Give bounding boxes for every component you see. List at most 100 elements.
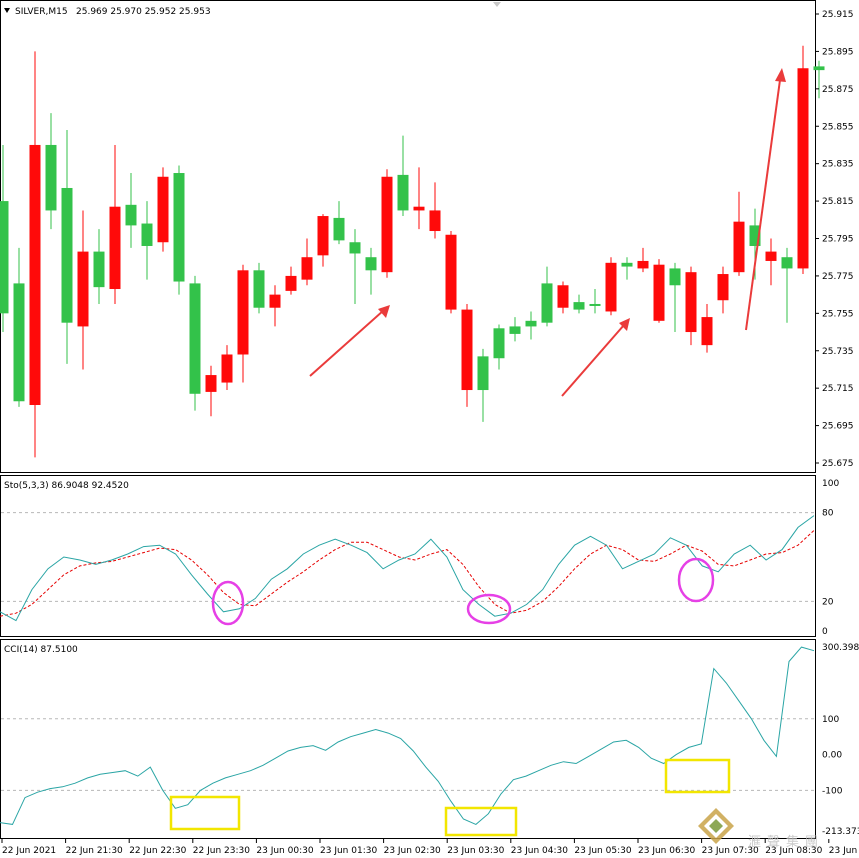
candle-body (237, 270, 249, 355)
cci-tick-label: -100 (822, 786, 843, 796)
price-tick-label: 25.895 (822, 47, 854, 57)
candle-body (397, 174, 409, 211)
bear-candle (717, 266, 729, 314)
candle-body (285, 275, 297, 291)
candle-body (445, 234, 457, 310)
candle-body (13, 283, 25, 402)
bull-candle (125, 173, 137, 248)
candle-body (221, 354, 233, 383)
time-tick-label: 23 Jun 03:30 (447, 846, 504, 856)
candle-body (349, 242, 361, 254)
bear-candle (685, 266, 697, 346)
price-tick-label: 25.915 (822, 10, 854, 20)
sto-panel-frame (0, 475, 816, 637)
candle-body (365, 257, 377, 271)
highlight-box (664, 758, 731, 794)
candle-body (653, 264, 665, 321)
time-tick-label: 22 Jun 2021 (2, 846, 56, 856)
cci-series (0, 646, 815, 825)
cci-tick-label: -213.373 (822, 827, 859, 837)
candle-body (717, 274, 729, 301)
candle-body (733, 221, 745, 273)
bear-candle (413, 167, 425, 230)
bull-candle (189, 275, 201, 411)
bear-candle (797, 45, 809, 275)
price-tick-label: 25.715 (822, 384, 854, 394)
bear-candle (653, 259, 665, 323)
cci-levels (1, 718, 815, 791)
candle-body (157, 176, 169, 243)
header-dropdown-icon[interactable] (4, 8, 10, 13)
candle-body (61, 187, 73, 323)
candle-body (29, 144, 41, 406)
sto-tick-label: 0 (822, 627, 828, 637)
candle-body (589, 303, 601, 306)
bull-candle (365, 247, 377, 295)
candle-body (509, 326, 521, 334)
sto-series (0, 515, 815, 622)
candle-body (125, 204, 137, 226)
cci-title: CCI(14) 87.5100 (4, 645, 78, 655)
watermark-text: 滙聲集團 (748, 834, 824, 850)
highlight-box (169, 795, 241, 831)
time-axis: 22 Jun 2021 22 Jun 21:30 22 Jun 22:30 22 Ju… (1, 839, 859, 856)
bull-candle (525, 311, 537, 340)
candle-body (301, 257, 313, 280)
bear-candle (557, 281, 569, 314)
candle-body (413, 206, 425, 211)
sto-highlight-circles (211, 557, 715, 626)
chart-header: SILVER,M15 25.969 25.970 25.952 25.953 (4, 2, 501, 17)
bull-candle (349, 229, 361, 304)
time-tick-label: 23 Jun 07:30 (702, 846, 759, 856)
time-tick-label: 23 Jun 04:30 (511, 846, 568, 856)
cci-highlight-boxes (169, 758, 731, 837)
candle-body (477, 356, 489, 391)
candle-body (333, 217, 345, 241)
bull-candle (509, 317, 521, 342)
arrow-annotation (561, 318, 630, 397)
bull-candle (0, 144, 9, 333)
time-tick-label: 23 Jun 05:30 (574, 846, 631, 856)
candle-body (141, 223, 153, 246)
candle-body (541, 283, 553, 323)
cci-panel-frame (0, 639, 816, 839)
time-tick-label: 23 Jun 06:30 (638, 846, 695, 856)
cci-tick-label: 0.00 (822, 751, 842, 761)
candle-body (621, 262, 633, 267)
bull-candle (669, 262, 681, 333)
bear-candle (237, 264, 249, 383)
time-tick-label: 23 Jun 09:30 (829, 846, 859, 856)
bull-candle (589, 289, 601, 314)
arrow-annotation (309, 305, 390, 377)
candle-body (701, 317, 713, 346)
candle-body (93, 251, 105, 288)
candle-body (205, 375, 217, 392)
candle-body (429, 210, 441, 232)
bull-candle (477, 348, 489, 422)
bull-candle (253, 262, 265, 314)
time-tick-label: 23 Jun 08:30 (765, 846, 822, 856)
candle-body (749, 225, 761, 246)
bull-candle (141, 201, 153, 280)
sto-tick-label: 100 (822, 479, 839, 489)
candle-body (173, 173, 185, 282)
bull-candle (173, 165, 185, 295)
bull-candle (621, 257, 633, 280)
bear-candle (301, 238, 313, 286)
candle-body (669, 268, 681, 286)
price-tick-label: 25.775 (822, 272, 854, 282)
bull-candle (493, 324, 505, 370)
bull-candle (333, 201, 345, 245)
price-tick-label: 25.735 (822, 347, 854, 357)
time-tick-label: 23 Jun 02:30 (384, 846, 441, 856)
candle-body (781, 257, 793, 269)
bear-candle (605, 257, 617, 316)
watermark-logo: 滙聲集團 (698, 808, 824, 850)
price-tick-label: 25.815 (822, 197, 854, 207)
time-tick-label: 23 Jun 00:30 (256, 846, 313, 856)
annotation-arrows (309, 68, 786, 397)
bull-candle (45, 113, 57, 230)
candle-body (45, 144, 57, 211)
